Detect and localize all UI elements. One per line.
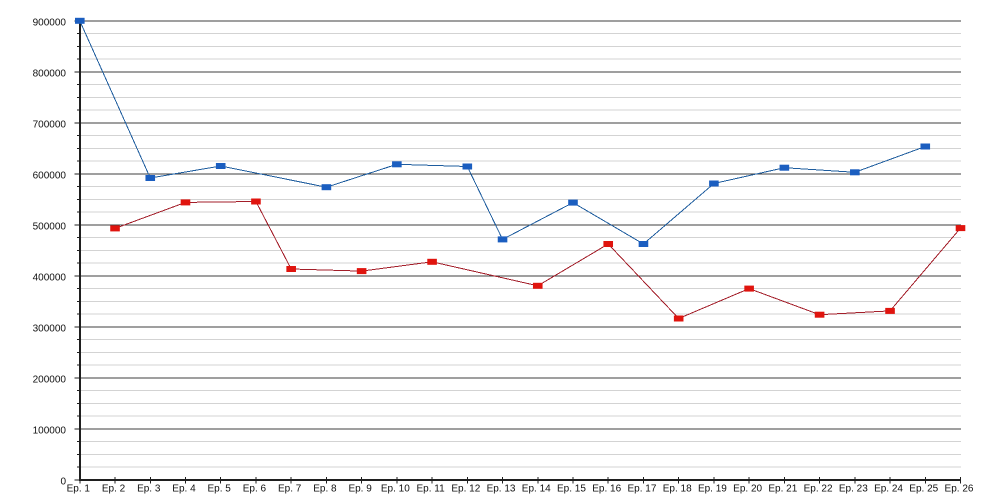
svg-text:800000: 800000	[33, 68, 67, 79]
svg-text:Ep. 12: Ep. 12	[451, 484, 480, 495]
svg-text:Ep. 24: Ep. 24	[874, 484, 903, 495]
svg-text:Ep. 13: Ep. 13	[487, 484, 516, 495]
svg-text:Ep. 10: Ep. 10	[381, 484, 410, 495]
svg-text:Ep. 25: Ep. 25	[909, 484, 938, 495]
svg-text:Ep. 2: Ep. 2	[102, 484, 126, 495]
svg-text:Ep. 16: Ep. 16	[592, 484, 621, 495]
svg-text:Ep. 22: Ep. 22	[804, 484, 833, 495]
svg-text:900000: 900000	[33, 17, 67, 28]
svg-text:Ep. 8: Ep. 8	[313, 484, 337, 495]
svg-text:Ep. 23: Ep. 23	[839, 484, 868, 495]
svg-text:Ep. 14: Ep. 14	[522, 484, 551, 495]
svg-text:Ep. 7: Ep. 7	[278, 484, 302, 495]
svg-text:Ep. 4: Ep. 4	[172, 484, 196, 495]
svg-text:Ep. 1: Ep. 1	[67, 484, 91, 495]
svg-text:Ep. 6: Ep. 6	[243, 484, 267, 495]
svg-text:Ep. 9: Ep. 9	[348, 484, 372, 495]
svg-text:500000: 500000	[33, 221, 67, 232]
svg-text:Ep. 3: Ep. 3	[137, 484, 161, 495]
svg-text:Ep. 17: Ep. 17	[627, 484, 656, 495]
svg-text:Ep. 20: Ep. 20	[733, 484, 762, 495]
svg-text:Ep. 11: Ep. 11	[416, 484, 445, 495]
svg-text:Ep. 26: Ep. 26	[945, 484, 974, 495]
svg-text:600000: 600000	[33, 170, 67, 181]
svg-text:Ep. 15: Ep. 15	[557, 484, 586, 495]
svg-text:700000: 700000	[33, 119, 67, 130]
svg-text:100000: 100000	[33, 425, 67, 436]
svg-text:Ep. 5: Ep. 5	[208, 484, 232, 495]
svg-text:Ep. 21: Ep. 21	[768, 484, 797, 495]
svg-text:200000: 200000	[33, 374, 67, 385]
svg-text:400000: 400000	[33, 272, 67, 283]
svg-text:300000: 300000	[33, 323, 67, 334]
svg-text:0: 0	[60, 477, 66, 488]
svg-text:Ep. 19: Ep. 19	[698, 484, 727, 495]
svg-text:Ep. 18: Ep. 18	[663, 484, 692, 495]
